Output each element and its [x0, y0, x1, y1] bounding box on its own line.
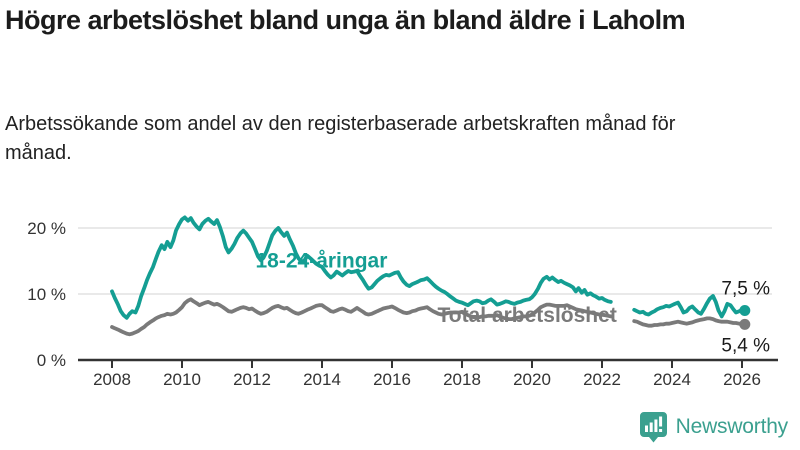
- newsworthy-logo-text: Newsworthy: [675, 415, 789, 438]
- series-line-total: [110, 297, 613, 337]
- x-axis-tick-label: 2018: [443, 370, 481, 389]
- x-axis-tick-label: 2012: [233, 370, 271, 389]
- series-end-dot: [739, 305, 751, 316]
- x-axis-tick-label: 2008: [93, 370, 131, 389]
- line-chart: 0 % 10 % 20 % 2008 2010 2012 2014 2016 2018 2020 2…: [0, 193, 800, 398]
- x-axis-tick-label: 2016: [373, 370, 411, 389]
- newsworthy-bubble-chart-icon: [639, 412, 667, 443]
- series-line-young: [632, 294, 747, 319]
- page-title: Högre arbetslöshet bland unga än bland ä…: [5, 5, 686, 35]
- y-axis-tick-label: 20 %: [27, 219, 66, 238]
- x-axis-tick-label: 2020: [513, 370, 551, 389]
- series-end-dot: [739, 318, 751, 330]
- series-name-label: Total arbetslöshet: [438, 304, 617, 327]
- series-line-total: [632, 316, 747, 328]
- x-axis-tick-label: 2026: [723, 370, 761, 389]
- series-line-young: [110, 215, 613, 320]
- series-name-label: 18-24-åringar: [256, 250, 388, 273]
- series-end-value-label: 7,5 %: [721, 279, 770, 300]
- x-axis-tick-label: 2024: [653, 370, 691, 389]
- series-end-value-label: 5,4 %: [721, 335, 770, 356]
- y-axis-tick-label: 10 %: [27, 285, 66, 304]
- chart-svg: 0 % 10 % 20 % 2008 2010 2012 2014 2016 2018 2020 2…: [27, 215, 778, 389]
- x-axis-tick-label: 2022: [583, 370, 621, 389]
- y-axis-tick-label: 0 %: [37, 351, 66, 370]
- x-axis-tick-label: 2010: [163, 370, 201, 389]
- page-subtitle: Arbetssökande som andel av den registerb…: [5, 113, 676, 164]
- x-axis-tick-label: 2014: [303, 370, 341, 389]
- newsworthy-logo: Newsworthy: [639, 411, 788, 443]
